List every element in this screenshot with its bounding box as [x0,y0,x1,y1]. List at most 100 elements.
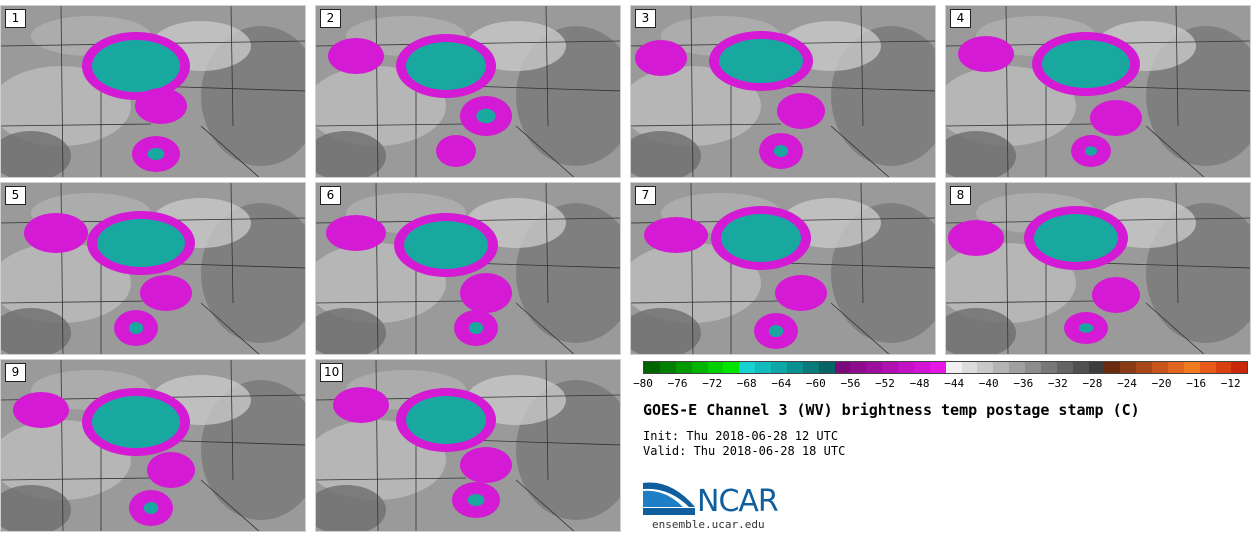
colorbar-swatch [850,362,867,373]
convective-core [92,40,180,92]
moisture-shading [1,131,71,177]
colorbar-swatch [771,362,787,373]
colorbar-swatch [1088,362,1105,373]
state-border [780,262,935,269]
colorbar-swatch [1056,362,1073,373]
panel-9: 9 [0,359,306,532]
state-border [860,183,864,304]
colorbar-swatch [1152,362,1168,373]
panel-label: 1 [5,9,26,28]
colorbar-swatch [1072,362,1089,373]
panel-6: 6 [315,182,621,355]
convective-core [768,325,784,337]
convective-core [344,227,368,239]
colorbar-tick-label: −64 [771,377,792,390]
moisture-shading [316,485,386,531]
moisture-shading [1,308,71,354]
convective-core [792,105,810,117]
state-border [545,6,549,127]
state-border [1005,183,1009,354]
convective-core [773,145,789,157]
colorbar-swatch [691,362,708,373]
convective-core [965,232,987,244]
colorbar-tick-label: −24 [1117,377,1137,390]
state-border [946,123,1097,127]
moisture-shading [316,131,386,177]
panel-label: 8 [950,186,971,205]
colorbar-swatch [755,362,771,373]
colorbar-tick-label: −60 [805,377,826,390]
colorbar-tick-label: −44 [944,377,965,390]
state-border [515,302,575,354]
colorbar-tick-label: −36 [1013,377,1034,390]
convective-core [345,50,367,62]
panel-map [946,6,1250,177]
colorbar-swatch [834,362,851,373]
colorbar-swatch [1215,362,1232,373]
state-border [60,183,64,354]
panel-5: 5 [0,182,306,355]
colorbar [643,361,1248,374]
colorbar-swatch [993,362,1010,373]
colorbar-tick-label: −12 [1220,377,1241,390]
moisture-shading [946,131,1016,177]
state-border [830,302,890,354]
convective-core [151,100,171,112]
state-border [200,125,260,177]
colorbar-swatch [961,362,978,373]
colorbar-swatch [1136,362,1152,373]
panel-map [316,183,620,354]
state-border [690,6,694,177]
colorbar-swatch [929,362,946,373]
state-border [631,123,782,127]
moisture-shading [946,66,1076,146]
state-border [1095,262,1250,269]
panel-label: 2 [320,9,341,28]
panel-map [1,6,305,177]
state-border [465,439,620,446]
convective-core [97,219,185,267]
colorbar-swatch [913,362,930,373]
panel-10: 10 [315,359,621,532]
colorbar-swatch [1120,362,1137,373]
convective-core [721,214,801,262]
panel-label: 3 [635,9,656,28]
panel-7: 7 [630,182,936,355]
colorbar-swatch [898,362,914,373]
panel-label: 5 [5,186,26,205]
convective-core [450,146,462,156]
state-border [465,262,620,269]
panel-label: 10 [320,363,344,382]
convective-core [147,148,165,160]
colorbar-swatch [739,362,756,373]
website-url: ensemble.ucar.edu [652,518,765,531]
convective-core [467,494,485,506]
convective-core [476,285,496,301]
colorbar-swatch [1231,362,1248,373]
moisture-shading [946,308,1016,354]
state-border [60,360,64,531]
moisture-shading [631,66,761,146]
moisture-shading [1,485,71,531]
convective-core [30,404,52,416]
logo-text: NCAR [697,484,779,519]
panel-map [946,183,1250,354]
panel-label: 7 [635,186,656,205]
colorbar-tick-label: −56 [840,377,861,390]
moisture-shading [631,131,701,177]
state-border [515,479,575,531]
panel-map [631,6,935,177]
panel-map [316,6,620,177]
init-time: Init: Thu 2018-06-28 12 UTC [643,429,839,443]
colorbar-swatch [1025,362,1041,373]
panel-2: 2 [315,5,621,178]
colorbar-swatch [659,362,676,373]
state-border [1145,125,1205,177]
convective-core [662,229,690,241]
state-border [200,479,260,531]
colorbar-swatch [882,362,898,373]
state-border [515,125,575,177]
ncar-logo [643,482,695,515]
colorbar-tick-label: −48 [909,377,930,390]
state-border [545,183,549,304]
